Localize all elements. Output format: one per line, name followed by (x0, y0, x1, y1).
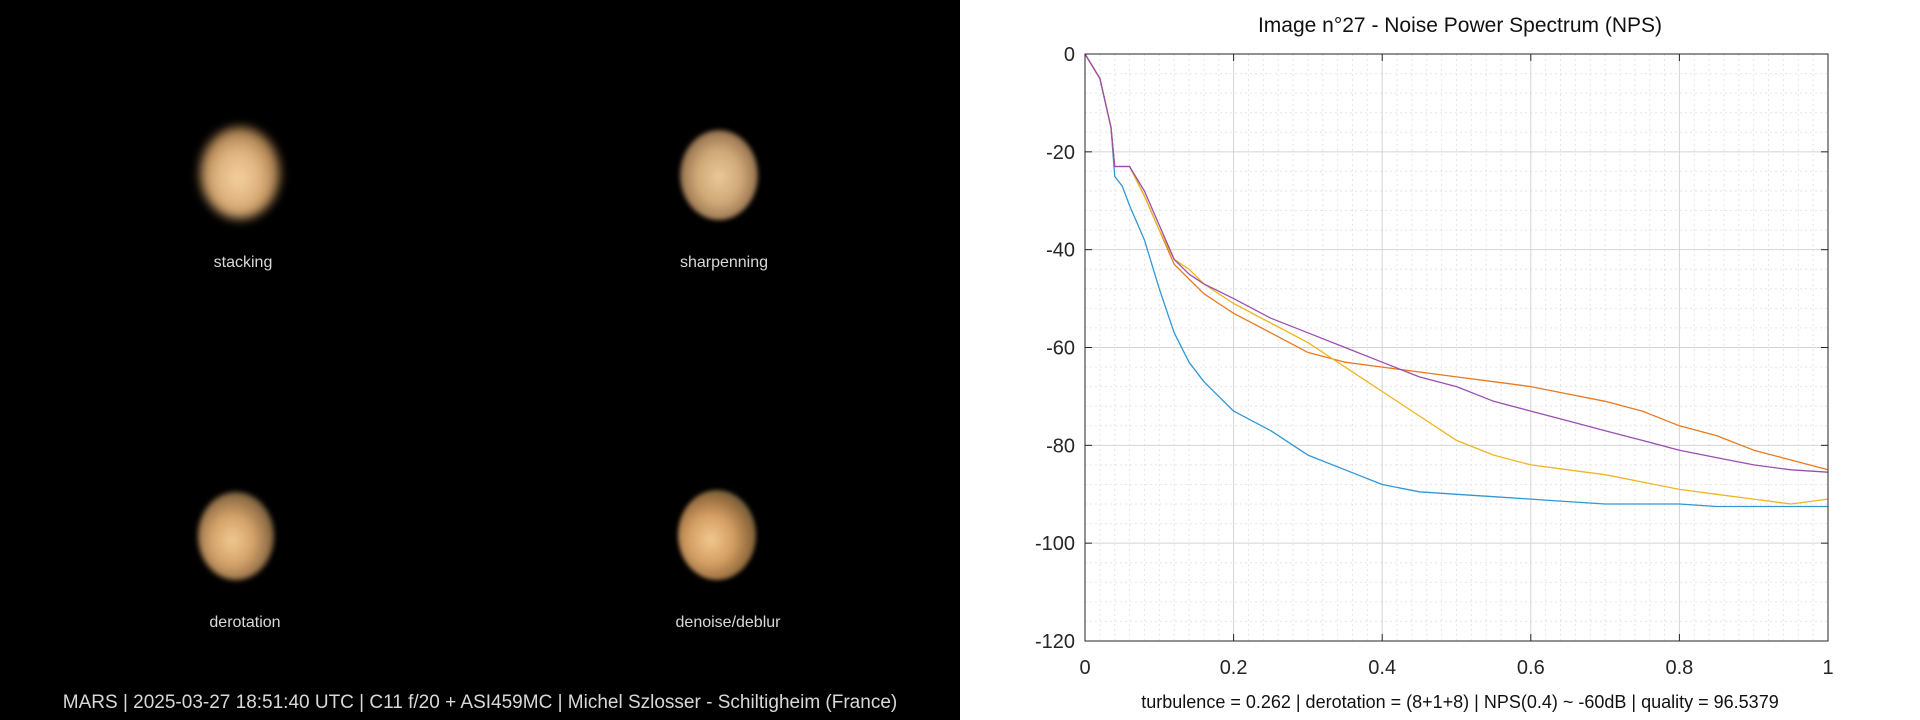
x-tick-label: 0.2 (1220, 657, 1248, 679)
x-tick-label: 0 (1079, 657, 1090, 679)
mars-sharpening-image (680, 130, 758, 220)
y-tick-label: -20 (1046, 142, 1075, 164)
x-tick-label: 0.8 (1665, 657, 1693, 679)
y-tick-label: -100 (1035, 533, 1075, 555)
y-tick-label: -40 (1046, 240, 1075, 262)
denoise-caption: denoise/deblur (675, 614, 781, 631)
x-tick-label: 1 (1822, 657, 1833, 679)
chart-title: Image n°27 - Noise Power Spectrum (NPS) (1257, 14, 1663, 37)
y-tick-label: -60 (1046, 338, 1075, 360)
derotation-caption: derotation (209, 614, 281, 631)
chart-footer: turbulence = 0.262 | derotation = (8+1+8… (1141, 692, 1779, 712)
y-tick-label: -120 (1035, 631, 1075, 653)
sharpening-caption: sharpenning (679, 254, 769, 271)
mars-derotation-image (198, 492, 274, 580)
stacking-caption: stacking (213, 254, 273, 271)
x-tick-label: 0.6 (1517, 657, 1545, 679)
y-tick-label: 0 (1064, 44, 1075, 66)
mars-denoise-image (678, 490, 756, 580)
image-panel: stacking sharpenning derotation denoise/… (0, 0, 960, 720)
series-line-1 (1084, 53, 1828, 508)
x-tick-label: 0.4 (1368, 657, 1396, 679)
mars-stacking-image (200, 127, 280, 219)
observation-footer: MARS | 2025-03-27 18:51:40 UTC | C11 f/2… (62, 692, 898, 713)
series-line-4 (1084, 53, 1829, 473)
nps-chart: 0 0.2 0.4 0.6 0.8 1 0 -20 -40 -60 -80 -100 -120 (1035, 44, 1834, 679)
y-tick-label: -80 (1046, 435, 1075, 457)
